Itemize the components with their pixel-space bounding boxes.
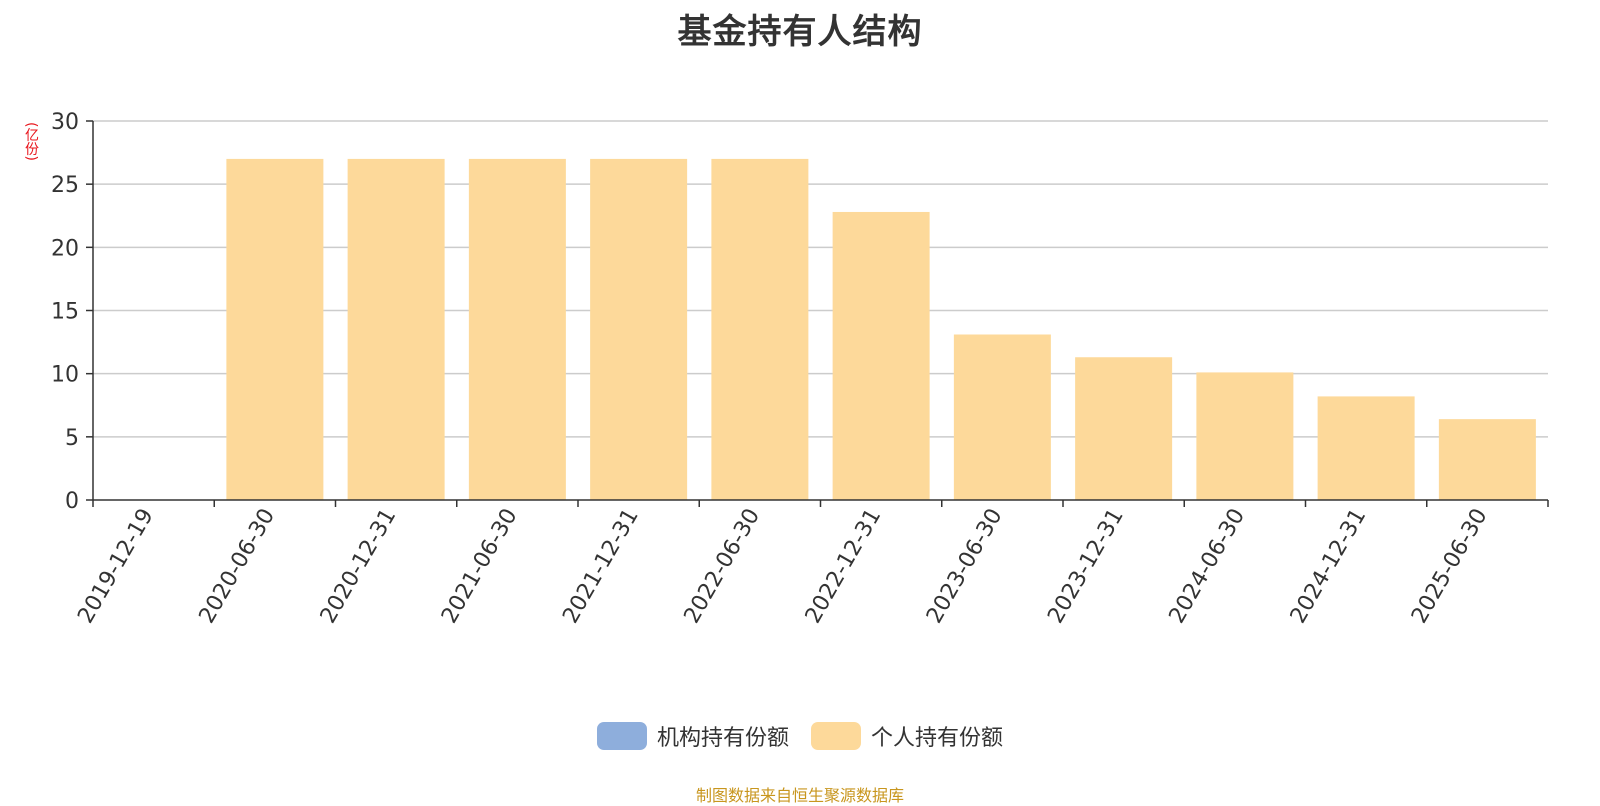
x-tick-label: 2021-12-31 <box>558 505 644 628</box>
bar-individual <box>832 211 930 500</box>
x-tick-label: 2019-12-19 <box>73 505 159 628</box>
y-tick-label: 10 <box>51 363 79 388</box>
bar-individual <box>347 158 445 500</box>
y-tick-label: 20 <box>51 236 79 261</box>
bar-individual <box>711 158 809 500</box>
x-tick-label: 2025-06-30 <box>1407 505 1493 628</box>
y-tick-label: 15 <box>51 300 79 325</box>
x-tick-label: 2020-06-30 <box>194 505 280 628</box>
y-tick-label: 30 <box>51 110 79 135</box>
legend-swatch-institutional <box>596 722 647 750</box>
bar-individual <box>1075 357 1173 500</box>
bar-individual <box>1317 396 1415 500</box>
bar-individual <box>1438 419 1536 500</box>
x-tick-label: 2023-12-31 <box>1043 505 1129 628</box>
legend-swatch-individual <box>811 722 861 750</box>
legend-item-institutional[interactable]: 机构持有份额 <box>596 720 789 752</box>
bar-individual <box>1196 372 1294 500</box>
bar-individual <box>953 334 1051 500</box>
bar-individual <box>226 158 324 500</box>
bar-individual <box>468 158 566 500</box>
y-tick-label: 0 <box>65 489 79 514</box>
x-tick-label: 2022-12-31 <box>801 505 887 628</box>
x-tick-label: 2022-06-30 <box>679 505 765 628</box>
x-tick-label: 2021-06-30 <box>437 505 523 628</box>
x-tick-label: 2024-06-30 <box>1164 505 1250 628</box>
bar-chart: 0 5 10 15 20 25 30 2019-12-19 2020-06-30 2020-12-… <box>51 110 1549 628</box>
source-note: 制图数据来自恒生聚源数据库 <box>695 786 904 805</box>
chart-title: 基金持有人结构 <box>677 12 923 52</box>
y-tick-label: 5 <box>65 426 79 451</box>
y-tick-label: 25 <box>51 173 79 198</box>
x-tick-label: 2020-12-31 <box>316 505 402 628</box>
chart-legend: 机构持有份额 个人持有份额 <box>0 720 1600 752</box>
legend-item-individual[interactable]: 个人持有份额 <box>811 720 1003 752</box>
x-tick-label: 2024-12-31 <box>1286 505 1372 628</box>
legend-label-individual: 个人持有份额 <box>871 726 1004 751</box>
x-tick-label: 2023-06-30 <box>922 505 1008 628</box>
legend-label-institutional: 机构持有份额 <box>656 726 789 751</box>
y-axis-unit-label: (亿份) <box>23 122 39 161</box>
bar-individual <box>590 158 688 500</box>
